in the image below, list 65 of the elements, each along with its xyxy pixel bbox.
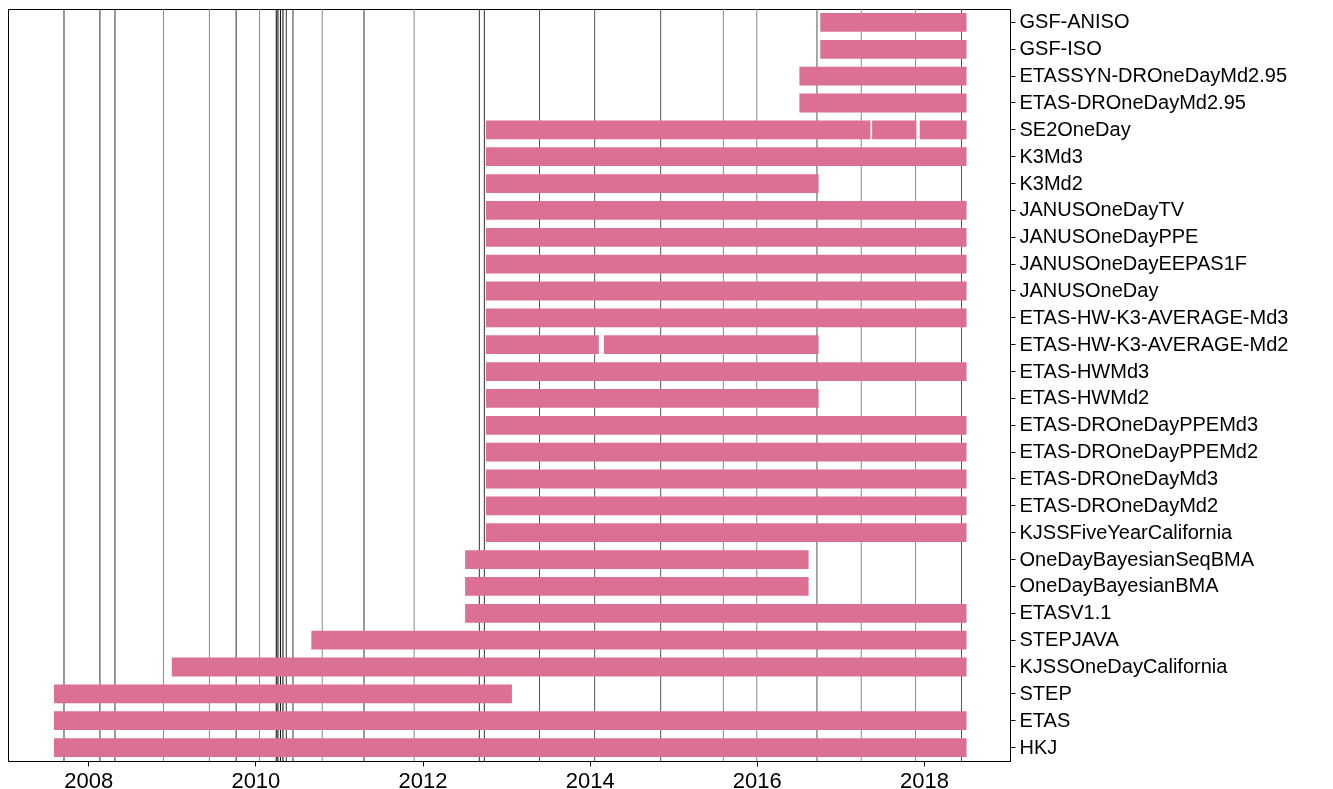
bar	[799, 66, 967, 86]
y-tick-label: ETAS-HWMd2	[1019, 386, 1150, 409]
bar	[603, 335, 819, 355]
bar	[311, 630, 967, 650]
bar	[486, 415, 967, 435]
y-tick-label: ETAS	[1019, 708, 1071, 731]
y-tick-label: ETAS-HW-K3-AVERAGE-Md3	[1019, 305, 1289, 328]
bar	[486, 389, 819, 408]
x-tick-label: 2008	[64, 767, 114, 789]
bar	[919, 120, 967, 140]
x-tick-label: 2018	[899, 767, 949, 789]
y-tick-label: SE2OneDay	[1019, 117, 1131, 140]
bar	[820, 13, 967, 32]
bar	[465, 550, 809, 569]
y-tick-label: ETAS-DROneDayPPEMd3	[1019, 413, 1259, 436]
x-tick-label: 2014	[565, 767, 615, 789]
y-tick-label: KJSSFiveYearCalifornia	[1019, 520, 1234, 543]
bar	[486, 442, 967, 462]
y-tick-label: K3Md3	[1019, 144, 1083, 167]
bar	[486, 469, 967, 489]
bar	[486, 254, 967, 274]
y-tick-label: ETAS-HW-K3-AVERAGE-Md2	[1019, 332, 1289, 355]
y-tick-label: ETAS-HWMd3	[1019, 359, 1150, 382]
y-tick-label: OneDayBayesianSeqBMA	[1019, 547, 1255, 570]
bar	[872, 120, 917, 140]
y-tick-label: STEPJAVA	[1019, 628, 1120, 651]
bar	[486, 227, 967, 247]
bar	[486, 174, 819, 193]
x-tick-label: 2016	[732, 767, 782, 789]
y-tick-label: ETASV1.1	[1019, 601, 1112, 624]
y-tick-label: K3Md2	[1019, 171, 1083, 194]
bar	[486, 281, 967, 301]
y-tick-label: ETAS-DROneDayMd2.95	[1019, 91, 1246, 113]
bar	[486, 335, 599, 355]
y-tick-label: ETASSYN-DROneDayMd2.95	[1019, 64, 1287, 87]
y-tick-label: ETAS-DROneDayMd2	[1019, 493, 1219, 516]
bar	[486, 201, 967, 220]
bar	[53, 738, 967, 757]
bar	[486, 147, 967, 167]
x-tick-label: 2010	[231, 767, 281, 789]
y-tick-label: ETAS-DROneDayMd3	[1019, 467, 1219, 489]
bar	[486, 496, 967, 516]
bar	[53, 684, 512, 704]
y-tick-label: JANUSOneDayEEPAS1F	[1019, 252, 1247, 275]
bar	[486, 523, 967, 543]
y-tick-label: JANUSOneDayTV	[1019, 198, 1185, 221]
y-tick-label: KJSSOneDayCalifornia	[1019, 655, 1229, 677]
y-tick-label: GSF-ISO	[1019, 37, 1102, 60]
y-tick-label: JANUSOneDay	[1019, 279, 1159, 301]
bar	[486, 120, 871, 140]
bar	[53, 711, 967, 731]
y-tick-label: OneDayBayesianBMA	[1019, 574, 1220, 597]
bar	[171, 657, 967, 677]
bar	[486, 362, 967, 381]
x-tick-label: 2012	[398, 767, 448, 789]
bar	[465, 603, 967, 623]
bar	[799, 93, 967, 113]
bar	[486, 308, 967, 328]
y-tick-label: STEP	[1019, 681, 1072, 704]
y-tick-label: JANUSOneDayPPE	[1019, 225, 1199, 248]
y-tick-label: GSF-ANISO	[1019, 10, 1130, 33]
y-tick-label: ETAS-DROneDayPPEMd2	[1019, 440, 1259, 463]
bar	[465, 577, 809, 596]
y-tick-label: HKJ	[1019, 735, 1058, 758]
bar	[820, 39, 967, 59]
